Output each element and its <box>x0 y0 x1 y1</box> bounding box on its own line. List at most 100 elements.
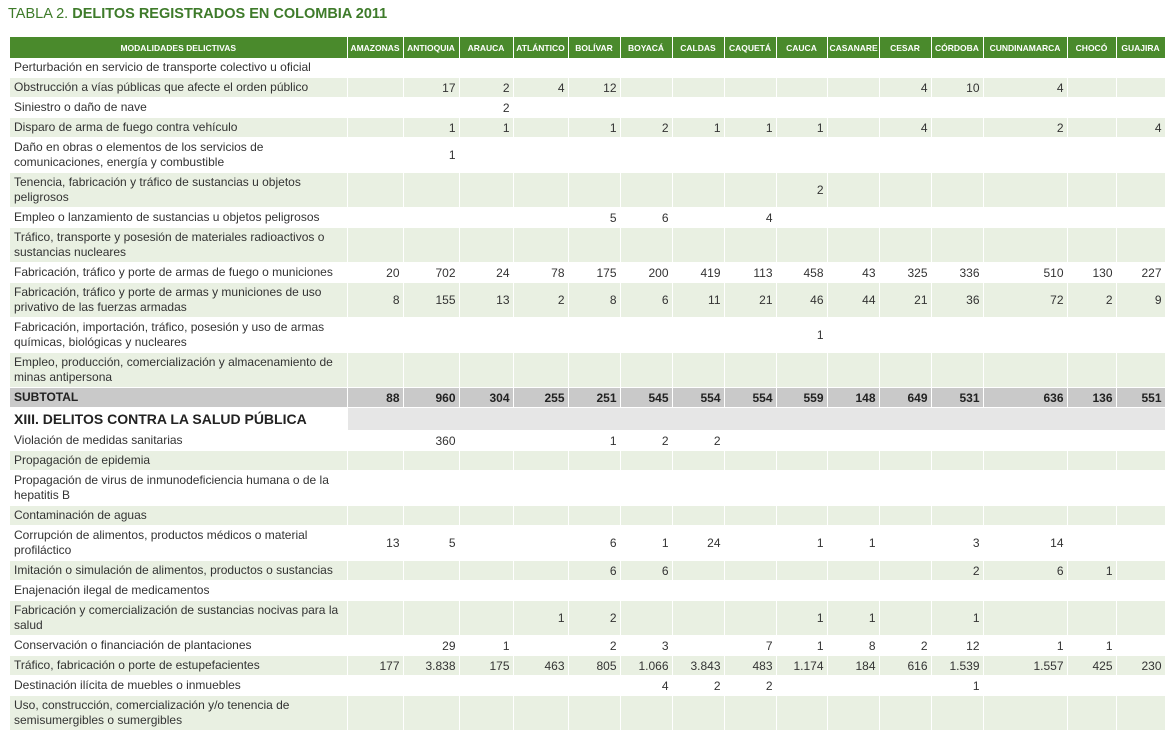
table-cell <box>776 227 828 263</box>
table-cell <box>827 352 880 388</box>
table-cell: 1 <box>1067 635 1117 656</box>
table-cell <box>1116 172 1166 208</box>
table-cell <box>1116 560 1166 581</box>
table-cell <box>513 695 569 731</box>
table-cell <box>724 77 777 98</box>
table-cell <box>347 560 404 581</box>
table-cell <box>1116 450 1166 471</box>
table-cell: 463 <box>513 655 569 676</box>
table-cell <box>776 450 828 471</box>
table-cell: 8 <box>568 282 621 318</box>
table-cell <box>403 172 460 208</box>
table-cell <box>513 207 569 228</box>
table-cell <box>459 470 514 506</box>
table-cell <box>347 470 404 506</box>
table-cell <box>403 317 460 353</box>
table-cell <box>513 137 569 173</box>
row-label: Contaminación de aguas <box>10 505 348 526</box>
table-cell <box>931 317 984 353</box>
table-cell <box>1116 635 1166 656</box>
table-cell: 336 <box>931 262 984 283</box>
table-cell <box>513 317 569 353</box>
table-cell <box>347 97 404 118</box>
table-cell <box>1067 137 1117 173</box>
table-cell: 130 <box>1067 262 1117 283</box>
table-row: Propagación de virus de inmunodeficienci… <box>10 470 1166 506</box>
table-cell <box>1067 117 1117 138</box>
table-cell: 2 <box>879 635 932 656</box>
table-cell <box>513 227 569 263</box>
table-cell <box>879 695 932 731</box>
table-row: Imitación o simulación de alimentos, pro… <box>10 560 1166 581</box>
section-fill <box>347 407 1166 431</box>
table-cell <box>347 352 404 388</box>
table-cell: 24 <box>672 525 725 561</box>
table-cell <box>620 470 673 506</box>
table-cell <box>568 695 621 731</box>
table-cell: 4 <box>879 77 932 98</box>
table-cell <box>931 58 984 78</box>
table-cell: 304 <box>459 387 514 408</box>
column-header: CAQUETÁ <box>724 37 777 58</box>
table-cell <box>459 580 514 601</box>
table-cell <box>724 352 777 388</box>
table-cell <box>776 352 828 388</box>
table-cell <box>620 317 673 353</box>
table-cell: 6 <box>983 560 1068 581</box>
table-cell: 1 <box>1067 560 1117 581</box>
table-title-text: DELITOS REGISTRADOS EN COLOMBIA 2011 <box>72 6 388 22</box>
column-header: BOYACÁ <box>620 37 673 58</box>
table-cell <box>931 227 984 263</box>
table-cell <box>568 352 621 388</box>
table-cell <box>879 207 932 228</box>
table-cell <box>568 317 621 353</box>
table-cell <box>879 600 932 636</box>
table-cell <box>879 675 932 696</box>
table-cell <box>672 58 725 78</box>
table-cell: 24 <box>459 262 514 283</box>
table-cell <box>672 137 725 173</box>
table-cell: 1 <box>568 117 621 138</box>
table-cell <box>1067 352 1117 388</box>
table-cell: 88 <box>347 387 404 408</box>
table-cell <box>1067 695 1117 731</box>
crime-table: MODALIDADES DELICTIVAS AMAZONAS ANTIOQUIA A… <box>10 37 1166 731</box>
table-cell <box>1116 137 1166 173</box>
table-cell <box>1116 352 1166 388</box>
table-cell: 230 <box>1116 655 1166 676</box>
table-cell <box>347 635 404 656</box>
table-cell <box>403 227 460 263</box>
table-cell <box>347 505 404 526</box>
table-cell: 1 <box>827 525 880 561</box>
table-row: Enajenación ilegal de medicamentos <box>10 580 1166 601</box>
table-cell <box>620 580 673 601</box>
table-cell: 636 <box>983 387 1068 408</box>
column-header: CUNDINAMARCA <box>983 37 1068 58</box>
table-cell: 200 <box>620 262 673 283</box>
row-label: Enajenación ilegal de medicamentos <box>10 580 348 601</box>
table-cell <box>403 675 460 696</box>
table-row: Destinación ilícita de muebles o inmuebl… <box>10 675 1166 696</box>
table-cell <box>1067 97 1117 118</box>
table-cell: 960 <box>403 387 460 408</box>
table-cell <box>931 172 984 208</box>
table-cell <box>347 450 404 471</box>
table-cell <box>983 207 1068 228</box>
table-cell: 7 <box>724 635 777 656</box>
table-cell <box>724 470 777 506</box>
table-cell <box>403 58 460 78</box>
table-cell <box>403 450 460 471</box>
table-cell <box>776 430 828 451</box>
table-cell: 3 <box>931 525 984 561</box>
table-cell <box>620 97 673 118</box>
table-cell <box>1067 172 1117 208</box>
row-label: Empleo o lanzamiento de sustancias u obj… <box>10 207 348 228</box>
table-cell: 649 <box>879 387 932 408</box>
table-cell: 6 <box>568 560 621 581</box>
row-label: Propagación de epidemia <box>10 450 348 471</box>
column-header: CÓRDOBA <box>931 37 984 58</box>
table-cell: 3 <box>620 635 673 656</box>
table-cell: 2 <box>459 97 514 118</box>
table-cell <box>620 450 673 471</box>
column-header: ATLÁNTICO <box>513 37 569 58</box>
